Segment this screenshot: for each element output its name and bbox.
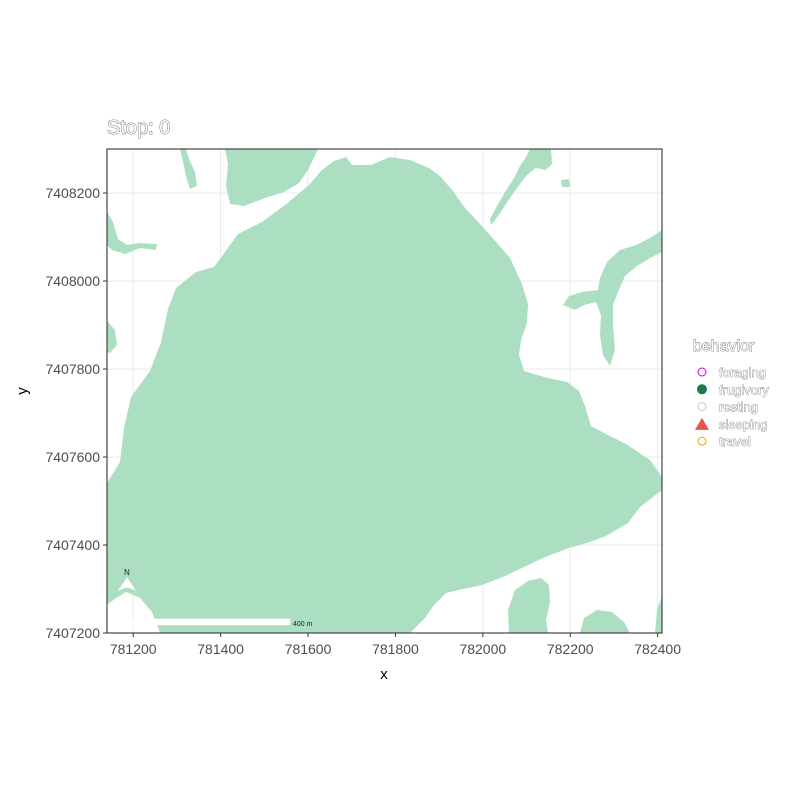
legend-item-foraging: foraging: [697, 365, 766, 380]
x-tick-label: 782200: [547, 641, 594, 657]
tiny-patch: [561, 179, 570, 187]
legend-key-frugivory: [697, 384, 707, 395]
legend-label-frugivory: frugivory: [719, 382, 769, 397]
top-right-stripe: [490, 149, 552, 225]
x-axis-title: x: [380, 666, 388, 683]
axis-ticks: [103, 192, 659, 637]
legend-label-resting: resting: [719, 400, 758, 415]
land-layer: [107, 149, 662, 633]
north-arrow-icon: [117, 577, 137, 591]
y-axis-tick-labels: 7407200 7407400 7407600 7407800 7408000 74082…: [45, 185, 100, 641]
right-branch: [563, 230, 662, 366]
top-left-patch: [225, 149, 318, 206]
legend-item-resting: resting: [697, 399, 758, 415]
left-edge-patch-a: [107, 212, 157, 254]
y-tick-label: 7408200: [45, 185, 100, 201]
main-habitat-patch: [107, 157, 662, 633]
scale-bar-label: 400 m: [293, 621, 313, 628]
small-top-patch: [180, 149, 197, 189]
x-tick-label: 781800: [372, 641, 419, 657]
x-tick-label: 781600: [285, 641, 332, 657]
legend-item-travel: travel: [697, 434, 751, 450]
legend-label-sleeping: sleeping: [719, 417, 767, 432]
legend-key-foraging: [697, 367, 707, 377]
legend-label-foraging: foraging: [719, 365, 766, 380]
x-axis-tick-labels: 781200 781400 781600 781800 782000 782200 7824…: [110, 641, 681, 657]
y-axis-title: y: [14, 387, 31, 395]
y-tick-label: 7407800: [45, 361, 100, 377]
legend-key-resting: [697, 402, 707, 412]
legend-item-sleeping: sleeping: [695, 417, 768, 432]
x-tick-label: 781400: [197, 641, 244, 657]
north-arrow: N: [117, 568, 137, 591]
legend-item-frugivory: frugivory: [697, 382, 770, 398]
legend: behavior foraging frugivory resting sleepin…: [693, 338, 770, 450]
legend-key-travel: [697, 436, 707, 446]
bottom-patch-b: [580, 610, 630, 633]
legend-title: behavior: [693, 338, 755, 355]
bottom-patch-c: [655, 596, 662, 633]
plot-title: Stop: 0: [107, 117, 170, 139]
y-tick-label: 7407600: [45, 449, 100, 465]
legend-key-sleeping: [695, 417, 709, 430]
y-tick-label: 7408000: [45, 273, 100, 289]
north-arrow-label: N: [124, 568, 130, 577]
bottom-patch-a: [508, 578, 550, 633]
x-tick-label: 782000: [459, 641, 506, 657]
y-tick-label: 7407200: [45, 625, 100, 641]
y-tick-label: 7407400: [45, 537, 100, 553]
panel-border: [106, 148, 663, 634]
left-edge-patch-b: [107, 321, 117, 353]
x-tick-label: 782400: [634, 641, 681, 657]
legend-items: foraging frugivory resting sleeping travel: [695, 365, 770, 450]
legend-label-travel: travel: [719, 434, 751, 449]
x-tick-label: 781200: [110, 641, 157, 657]
scale-bar: 400 m: [129, 618, 313, 628]
